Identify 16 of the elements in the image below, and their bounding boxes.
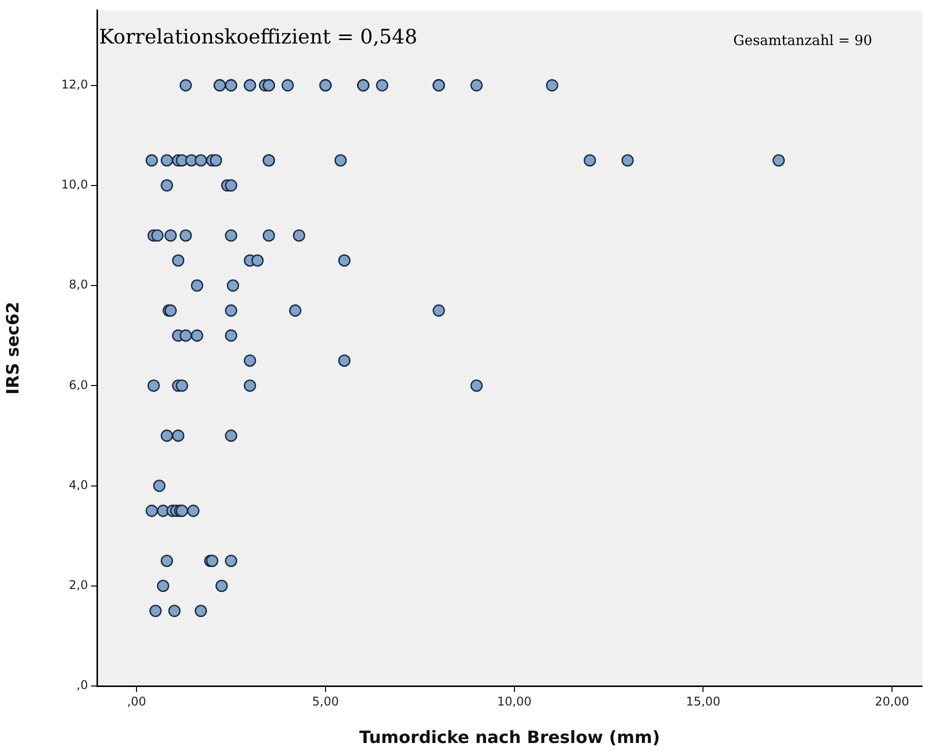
x-tick-label: ,00 — [127, 694, 146, 708]
y-axis-title: IRS sec62 — [4, 302, 24, 395]
y-tick-label: 8,0 — [68, 278, 88, 292]
x-tick-label: 10,00 — [497, 694, 532, 708]
x-axis-title: Tumordicke nach Breslow (mm) — [359, 728, 660, 748]
y-tick-label: 2,0 — [68, 578, 88, 592]
x-tick-label: 5,00 — [312, 694, 339, 708]
y-tick-label: 4,0 — [68, 478, 88, 492]
annotation: Gesamtanzahl = 90 — [733, 32, 872, 49]
y-tick-label: ,0 — [76, 678, 88, 692]
x-tick-label: 15,00 — [686, 694, 720, 708]
x-tick-label: 20,00 — [874, 694, 910, 708]
y-tick-label: 10,0 — [61, 178, 88, 192]
y-tick-label: 12,0 — [61, 77, 88, 92]
y-tick-label: 6,0 — [68, 378, 88, 392]
annotation: Korrelationskoeffizient = 0,548 — [99, 24, 418, 48]
